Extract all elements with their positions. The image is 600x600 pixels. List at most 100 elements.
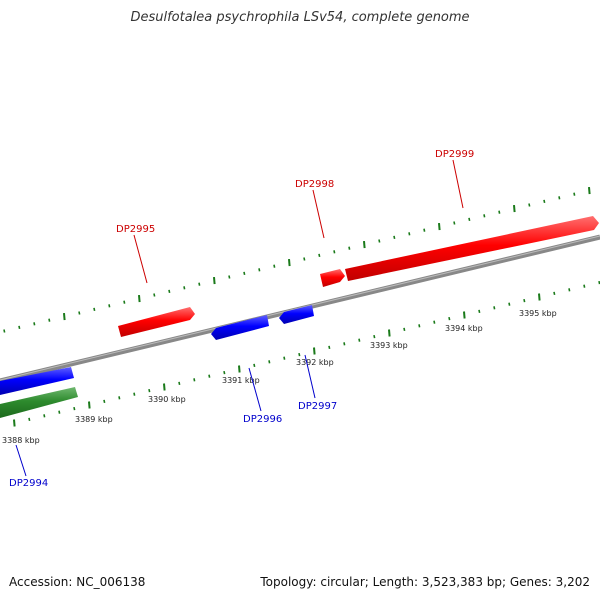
- outer-minor-tick: [273, 264, 276, 268]
- gene-label-dp2995[interactable]: DP2995: [116, 224, 155, 235]
- gene-dp2997[interactable]: [279, 305, 314, 324]
- leader-line-dp2999: [452, 159, 464, 209]
- inner-minor-tick: [43, 414, 46, 418]
- inner-major-tick: [13, 419, 16, 427]
- inner-minor-tick: [103, 399, 106, 404]
- inner-minor-tick: [133, 392, 136, 396]
- outer-minor-tick: [303, 257, 306, 261]
- gene-dp2999[interactable]: [345, 216, 599, 281]
- leader-line-dp2996: [248, 367, 262, 412]
- accession-text: Accession: NC_006138: [9, 575, 146, 589]
- inner-minor-tick: [193, 378, 196, 382]
- kbp-label-3393: 3393 kbp: [370, 341, 408, 350]
- inner-major-tick: [463, 311, 466, 319]
- inner-major-tick: [388, 329, 391, 337]
- inner-minor-tick: [283, 356, 286, 360]
- inner-minor-tick: [208, 374, 211, 378]
- kbp-label-3388: 3388 kbp: [2, 436, 40, 445]
- inner-minor-tick: [568, 288, 571, 292]
- inner-minor-tick: [418, 324, 421, 328]
- inner-minor-tick: [148, 388, 151, 393]
- map-title: Desulfotalea psychrophila LSv54, complet…: [130, 10, 470, 25]
- outer-major-tick: [288, 259, 291, 267]
- outer-minor-tick: [393, 235, 396, 240]
- outer-major-tick: [438, 223, 441, 231]
- leader-line-dp2997: [304, 354, 316, 399]
- gene-label-dp2999[interactable]: DP2999: [435, 149, 474, 160]
- topology-text: Topology: circular; Length: 3,523,383 bp…: [260, 575, 590, 589]
- inner-minor-tick: [73, 406, 76, 411]
- outer-minor-tick: [48, 318, 51, 322]
- kbp-label-3391: 3391 kbp: [222, 376, 260, 385]
- outer-major-tick: [363, 241, 366, 249]
- outer-minor-tick: [483, 214, 486, 218]
- kbp-label-3389: 3389 kbp: [75, 415, 113, 424]
- gene-dp2998[interactable]: [320, 269, 345, 287]
- outer-minor-tick: [93, 307, 96, 312]
- inner-minor-tick: [403, 327, 406, 332]
- outer-minor-tick: [108, 304, 111, 308]
- inner-major-tick: [238, 365, 241, 373]
- inner-minor-tick: [28, 417, 31, 422]
- leader-line-dp2994: [15, 444, 27, 477]
- inner-minor-tick: [583, 284, 586, 288]
- inner-minor-tick: [253, 363, 256, 368]
- gene-dp2995[interactable]: [118, 307, 195, 337]
- inner-major-tick: [163, 383, 166, 391]
- outer-minor-tick: [198, 282, 201, 286]
- inner-minor-tick: [373, 334, 376, 339]
- gene-label-dp2998[interactable]: DP2998: [295, 179, 334, 190]
- inner-minor-tick: [178, 381, 181, 386]
- kbp-label-3392: 3392 kbp: [296, 358, 334, 367]
- inner-minor-tick: [268, 360, 271, 364]
- outer-minor-tick: [258, 268, 261, 272]
- outer-minor-tick: [348, 246, 351, 250]
- gene-rna[interactable]: [0, 387, 78, 418]
- inner-minor-tick: [358, 338, 361, 342]
- outer-minor-tick: [333, 250, 336, 254]
- outer-minor-tick: [153, 293, 156, 297]
- outer-minor-tick: [78, 311, 81, 315]
- outer-tick-row: [3, 187, 591, 333]
- inner-minor-tick: [343, 342, 346, 346]
- outer-major-tick: [513, 205, 516, 213]
- inner-minor-tick: [448, 316, 451, 321]
- outer-minor-tick: [3, 329, 6, 333]
- outer-minor-tick: [183, 286, 186, 290]
- gene-dp2994[interactable]: [0, 367, 74, 395]
- outer-minor-tick: [543, 199, 546, 204]
- inner-major-tick: [538, 293, 541, 301]
- inner-major-tick: [88, 401, 91, 409]
- outer-major-tick: [213, 277, 216, 285]
- outer-minor-tick: [558, 196, 561, 200]
- gene-label-dp2997[interactable]: DP2997: [298, 401, 337, 412]
- outer-minor-tick: [498, 210, 501, 214]
- outer-minor-tick: [468, 217, 471, 222]
- leader-line-dp2998: [312, 189, 325, 239]
- inner-minor-tick: [328, 345, 331, 350]
- outer-minor-tick: [168, 289, 171, 294]
- outer-minor-tick: [408, 232, 411, 236]
- outer-minor-tick: [528, 203, 531, 207]
- outer-minor-tick: [33, 322, 36, 326]
- gene-dp2996[interactable]: [211, 315, 269, 340]
- gene-label-dp2996[interactable]: DP2996: [243, 414, 282, 425]
- inner-minor-tick: [58, 410, 61, 414]
- outer-minor-tick: [318, 253, 321, 258]
- outer-minor-tick: [573, 192, 576, 196]
- inner-minor-tick: [523, 298, 526, 303]
- inner-minor-tick: [433, 320, 436, 324]
- inner-minor-tick: [508, 302, 511, 306]
- outer-major-tick: [63, 313, 66, 321]
- inner-minor-tick: [493, 306, 496, 310]
- inner-major-tick: [313, 347, 316, 355]
- outer-minor-tick: [378, 239, 381, 243]
- outer-minor-tick: [18, 325, 21, 330]
- gene-label-dp2994[interactable]: DP2994: [9, 478, 48, 489]
- inner-minor-tick: [298, 352, 301, 357]
- outer-major-tick: [138, 295, 141, 303]
- inner-minor-tick: [118, 396, 121, 400]
- outer-minor-tick: [423, 228, 426, 232]
- outer-minor-tick: [453, 221, 456, 225]
